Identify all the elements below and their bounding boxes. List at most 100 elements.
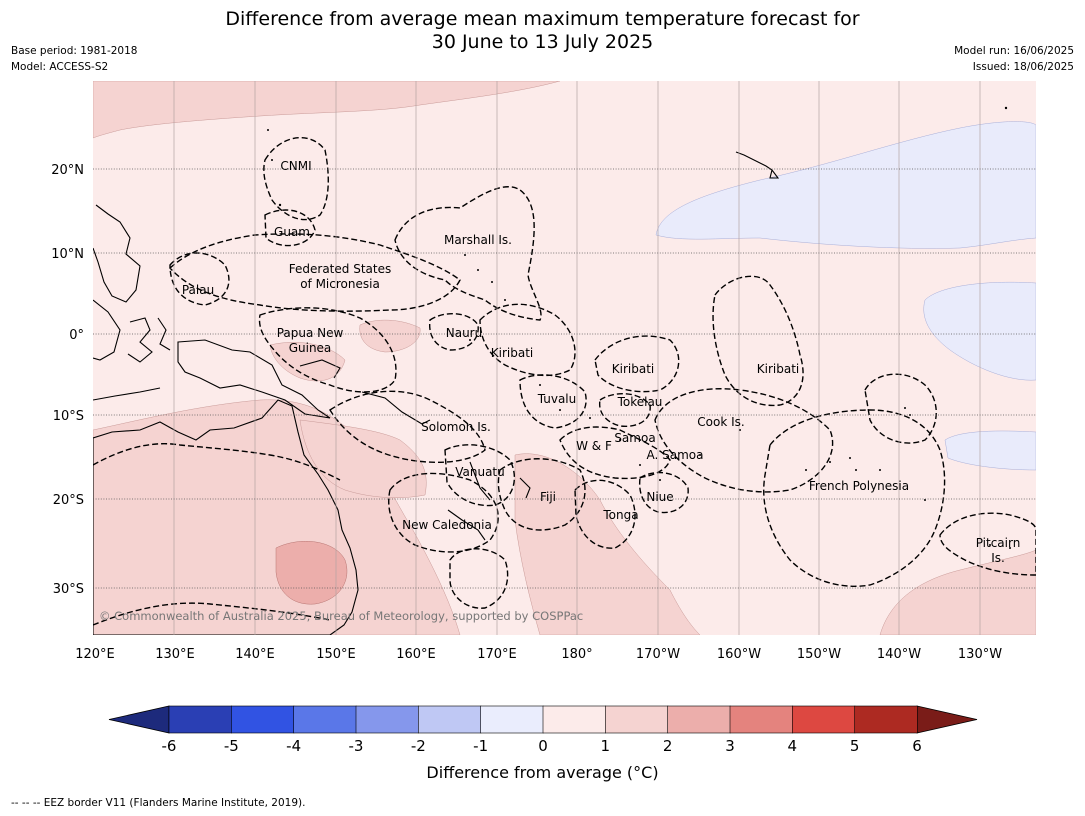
eez-norfolk (449, 548, 509, 609)
label-vanuatu: Vanuatu (455, 465, 505, 479)
timor-coast (93, 387, 161, 401)
colorbar-segment (418, 705, 482, 734)
eez-borders (93, 136, 1036, 626)
colorbar-tick-label: 1 (601, 737, 611, 755)
lon-label: 160°E (396, 647, 436, 662)
colorbar-segments (168, 705, 918, 734)
colorbar-tick-label: -6 (162, 737, 177, 755)
label-pitcairn-1: Pitcairn (976, 536, 1021, 550)
eez-cook (654, 388, 834, 493)
label-niue: Niue (646, 490, 673, 504)
lat-label: 10°S (53, 409, 84, 424)
label-nauru: Nauru (446, 326, 482, 340)
label-fsm-1: Federated States (289, 262, 391, 276)
island-dots (267, 106, 1011, 549)
eez-footnote: -- -- -- EEZ border V11 (Flanders Marine… (11, 797, 306, 809)
label-cnmi: CNMI (280, 159, 311, 173)
label-kiribati-west: Kiribati (491, 346, 533, 360)
colorbar-tick-label: -2 (411, 737, 426, 755)
eez-png (258, 307, 397, 393)
colorbar-segment (480, 705, 544, 734)
eez-tokelau (598, 393, 651, 427)
borneo-coast (93, 299, 121, 361)
anomaly-zone-png (269, 342, 346, 382)
lon-label: 130°W (958, 647, 1002, 662)
label-fsm-2: of Micronesia (300, 277, 380, 291)
anomaly-zone-northwest (93, 81, 561, 139)
eez-french-polynesia (763, 409, 946, 587)
colorbar-tick-label: 0 (538, 737, 548, 755)
model-run-text: Model run: 16/06/2025 (954, 45, 1074, 57)
colorbar-over-triangle (916, 705, 978, 734)
eez-australia-east (93, 443, 341, 481)
eez-fiji (497, 458, 586, 531)
colorbar-tick-label: 6 (912, 737, 922, 755)
lon-label: 130°E (155, 647, 195, 662)
colorbar-segment (231, 705, 295, 734)
label-french-polynesia: French Polynesia (809, 479, 909, 493)
eez-marquesas (864, 373, 937, 444)
label-tonga: Tonga (602, 508, 638, 522)
model-text: Model: ACCESS-S2 (11, 61, 109, 73)
lon-label: 140°W (877, 647, 921, 662)
lon-label: 170°W (636, 647, 680, 662)
colorbar-tick-label: 4 (788, 737, 798, 755)
label-palau: Palau (182, 283, 214, 297)
lon-label: 140°E (235, 647, 275, 662)
issued-text: Issued: 18/06/2025 (972, 61, 1074, 73)
label-kiribati-phoenix: Kiribati (612, 362, 654, 376)
label-samoa: Samoa (614, 431, 655, 445)
anomaly-zone-north-pacific (655, 121, 1036, 249)
colorbar-tick-label: -1 (473, 737, 488, 755)
label-png-2: Guinea (289, 341, 332, 355)
coastlines (93, 151, 780, 635)
colorbar-segment (667, 705, 731, 734)
colorbar-segment (293, 705, 357, 734)
solomon-coast (361, 391, 431, 425)
philippines-coast (93, 204, 141, 303)
lon-label: 180° (561, 647, 592, 662)
label-solomon: Solomon Is. (421, 420, 491, 434)
eez-wallis-samoa (559, 426, 671, 480)
label-fiji: Fiji (540, 490, 556, 504)
lon-label: 120°E (75, 647, 115, 662)
label-kiribati-line: Kiribati (757, 362, 799, 376)
label-guam: Guam (274, 225, 310, 239)
latitude-labels: 20°N 10°N 0° 10°S 20°S 30°S (51, 163, 84, 597)
eez-kiribati-west (479, 303, 576, 377)
eez-guam (264, 209, 316, 247)
label-tuvalu: Tuvalu (537, 392, 577, 406)
colorbar-tick-label: 3 (725, 737, 735, 755)
graticule-meridians (173, 81, 981, 635)
eez-pitcairn (939, 512, 1036, 576)
eez-vanuatu (444, 444, 515, 507)
lat-label: 30°S (53, 582, 84, 597)
eez-kiribati-line (712, 275, 804, 407)
label-cook: Cook Is. (697, 415, 744, 429)
colorbar-tick-label: 5 (850, 737, 860, 755)
fiji-coast (519, 477, 531, 499)
label-new-caledonia: New Caledonia (402, 518, 492, 532)
eez-solomon (329, 390, 486, 463)
title-line-2: 30 June to 13 July 2025 (431, 31, 654, 53)
vanuatu-coast (469, 461, 491, 501)
label-american-samoa: A. Samoa (647, 448, 704, 462)
eez-tonga (574, 479, 636, 549)
eez-kiribati-phoenix (594, 335, 680, 393)
lon-label: 150°E (316, 647, 356, 662)
new-britain-coast (299, 359, 341, 379)
png-coast (177, 339, 331, 419)
colorbar-title: Difference from average (°C) (426, 763, 659, 782)
lon-label: 150°W (797, 647, 841, 662)
colorbar-segment (355, 705, 419, 734)
colorbar-segment (854, 705, 918, 734)
lat-label: 20°S (53, 493, 84, 508)
anomaly-zone-southeast-pacific (944, 430, 1036, 471)
lat-label: 20°N (51, 163, 84, 178)
halmahera-coast (157, 317, 171, 351)
meta-right: Model run: 16/06/2025 Issued: 18/06/2025 (954, 43, 1074, 75)
graticule-parallels (93, 168, 1036, 589)
hawaii-coast (735, 151, 780, 179)
meta-left: Base period: 1981-2018 Model: ACCESS-S2 (11, 43, 137, 75)
colorbar-segment (605, 705, 669, 734)
